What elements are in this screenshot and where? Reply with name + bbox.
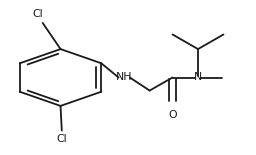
Text: N: N bbox=[194, 73, 202, 82]
Text: Cl: Cl bbox=[57, 134, 67, 144]
Text: O: O bbox=[168, 110, 177, 120]
Text: Cl: Cl bbox=[33, 9, 44, 19]
Text: NH: NH bbox=[116, 73, 132, 82]
